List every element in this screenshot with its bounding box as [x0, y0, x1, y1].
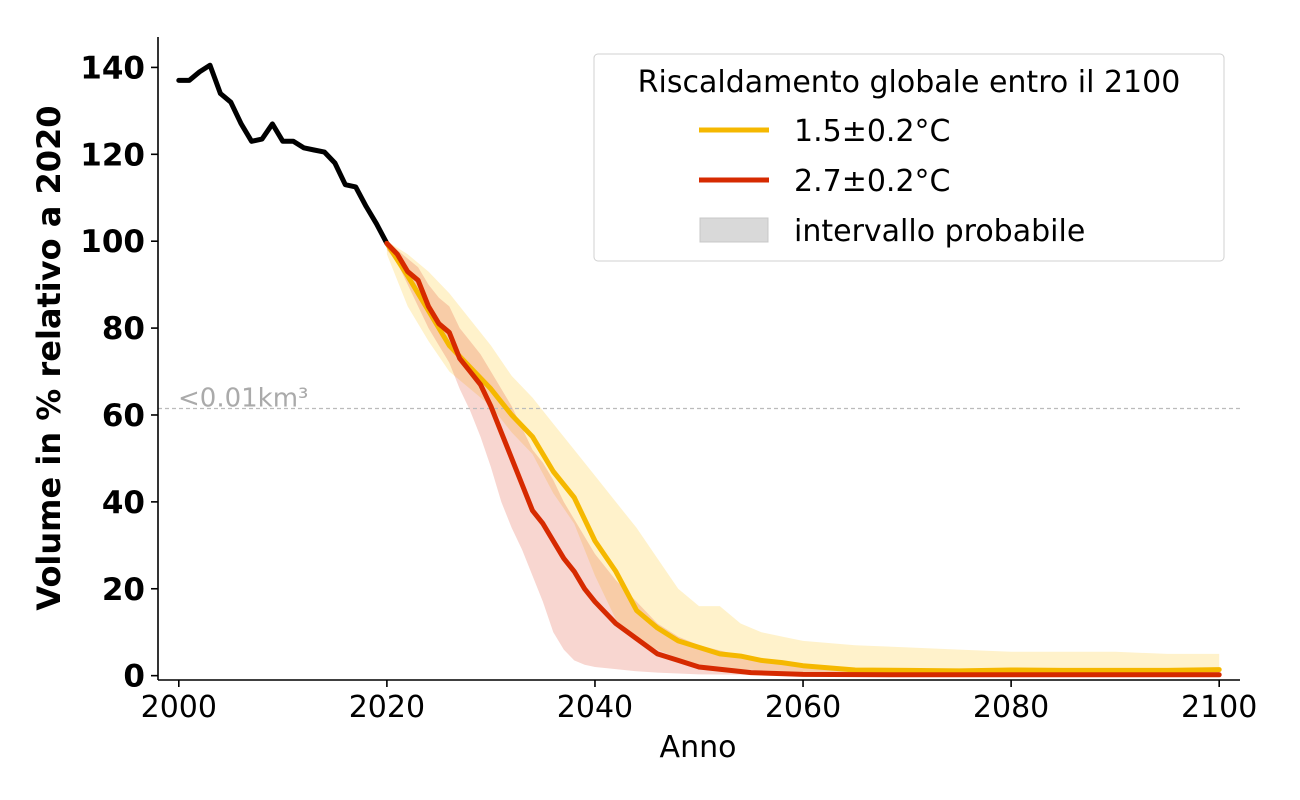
x-tick-label: 2000	[141, 690, 217, 725]
legend-title: Riscaldamento globale entro il 2100	[638, 65, 1181, 100]
y-tick-label: 100	[80, 224, 145, 260]
series-line-1	[384, 240, 1222, 674]
x-tick-label: 2020	[349, 690, 425, 725]
y-tick-label: 80	[102, 311, 145, 347]
reference-line-label: <0.01km³	[178, 383, 308, 413]
series-line-2	[384, 240, 1222, 678]
band-2	[386, 241, 1220, 676]
series-line-0	[176, 62, 390, 246]
y-tick-label: 140	[80, 50, 145, 86]
uncertainty-bands	[386, 241, 1220, 676]
axes	[151, 37, 1240, 687]
x-tick-label: 2040	[557, 690, 633, 725]
y-tick-label: 120	[80, 137, 145, 173]
y-tick-label: 20	[102, 572, 145, 608]
legend-label-1-5: 1.5±0.2°C	[794, 114, 951, 149]
y-tick-label: 40	[102, 485, 145, 521]
x-axis-label: Anno	[660, 730, 737, 765]
legend: Riscaldamento globale entro il 2100 1.5±…	[593, 53, 1225, 262]
x-tick-label: 2080	[973, 690, 1049, 725]
legend-label-2-7: 2.7±0.2°C	[794, 164, 951, 199]
reference-line-group: <0.01km³	[158, 383, 1240, 413]
series-lines	[176, 62, 1222, 678]
x-tick-label: 2100	[1181, 690, 1257, 725]
tick-labels: 2000 2020 2040 2060 2080 21000204060801001201…	[80, 50, 1257, 725]
y-tick-label: 0	[123, 659, 145, 695]
y-tick-label: 60	[102, 398, 145, 434]
legend-swatch-band	[699, 217, 769, 243]
legend-label-band: intervallo probabile	[794, 214, 1085, 249]
y-axis-label: Volume in % relativo a 2020	[30, 105, 68, 610]
band-1	[386, 241, 1220, 675]
legend-frame	[593, 53, 1225, 262]
x-tick-label: 2060	[765, 690, 841, 725]
